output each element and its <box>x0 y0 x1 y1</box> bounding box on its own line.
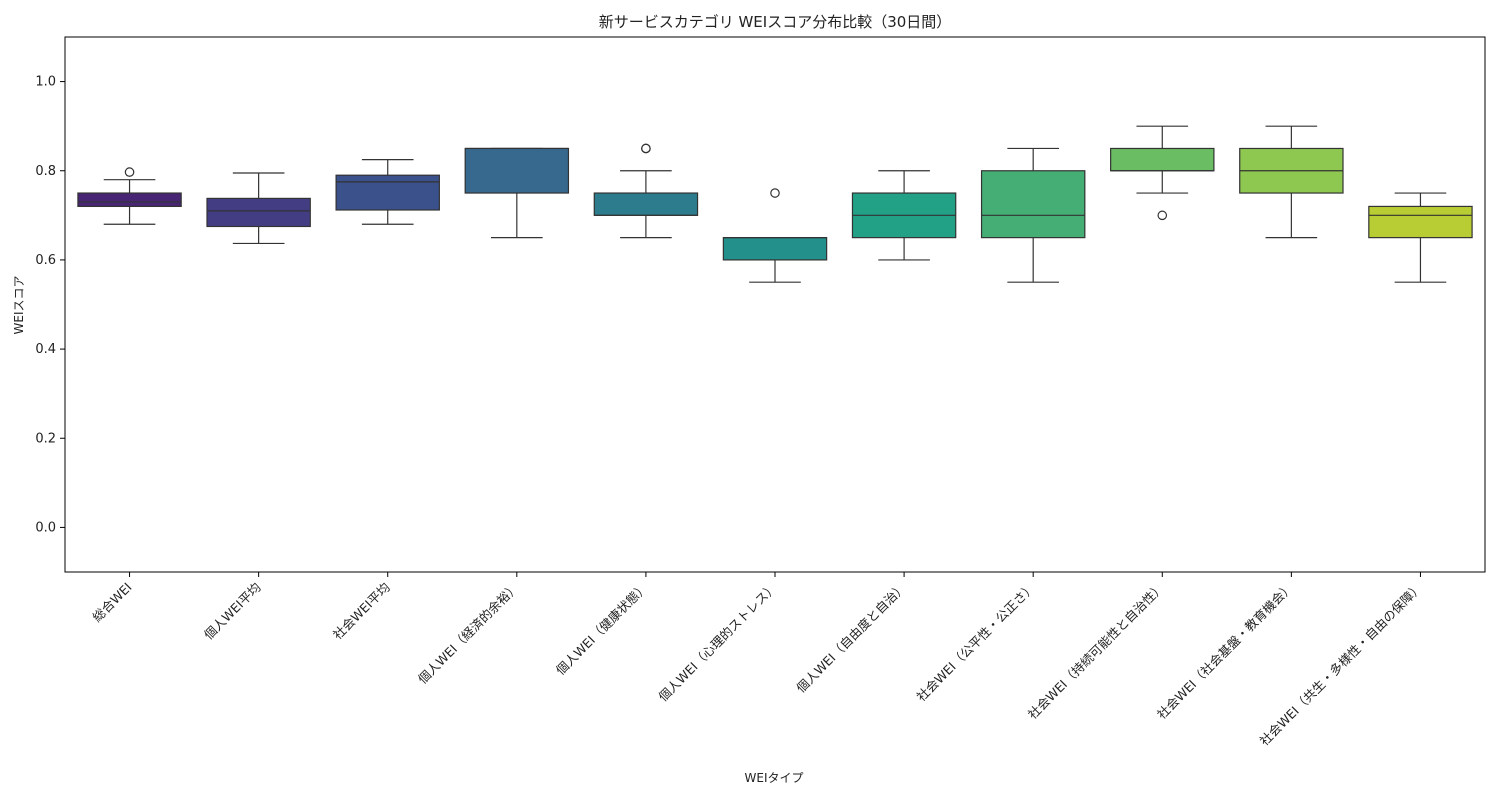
box-group-4 <box>593 143 699 239</box>
x-tick-label: 社会WEI平均 <box>330 580 393 643</box>
box-group-1 <box>206 172 311 245</box>
outlier-point <box>770 188 780 198</box>
x-tick-label: 社会WEI（公平性・公正さ） <box>914 580 1039 705</box>
box-group-3 <box>464 147 570 239</box>
box-group-7 <box>980 147 1086 283</box>
y-tick-label: 0.8 <box>35 164 56 179</box>
x-axis: 総合WEI 個人WEI平均 社会WEI平均 個人WEI（経済的余裕） 個人WEI（健康状… <box>89 572 1426 749</box>
box-iqr <box>77 192 182 208</box>
box-iqr <box>335 174 440 211</box>
x-tick-label: 総合WEI <box>89 580 134 625</box>
box-iqr <box>464 147 570 194</box>
x-tick-label: 社会WEI（共生・多様性・自由の保障） <box>1257 580 1426 749</box>
box-group-5 <box>722 188 828 283</box>
x-tick-label: 社会WEI（持続可能性と自治性） <box>1025 580 1167 722</box>
box-group-2 <box>335 159 440 225</box>
box-iqr <box>593 192 699 216</box>
y-axis: 0.0 0.2 0.4 0.6 0.8 1.0 <box>35 75 65 535</box>
chart-title: 新サービスカテゴリ WEIスコア分布比較（30日間） <box>599 13 952 31</box>
outlier-point <box>641 143 651 154</box>
y-tick-label: 0.6 <box>35 253 56 268</box>
box-iqr <box>1368 205 1473 239</box>
y-tick-label: 0.0 <box>35 520 56 535</box>
y-tick-label: 1.0 <box>35 75 56 90</box>
box-group-8 <box>1110 125 1215 221</box>
box-iqr <box>1110 147 1215 172</box>
box-group-10 <box>1368 192 1473 283</box>
x-tick-label: 個人WEI（健康状態） <box>553 580 651 678</box>
x-tick-label: 個人WEI（経済的余裕） <box>415 580 522 687</box>
y-axis-label: WEIスコア <box>12 276 26 335</box>
x-tick-label: 個人WEI（心理的ストレス） <box>655 580 780 705</box>
x-tick-label: 社会WEI（社会基盤・教育機会） <box>1154 580 1296 722</box>
box-group-9 <box>1239 125 1344 239</box>
y-tick-label: 0.2 <box>35 431 56 446</box>
y-tick-label: 0.4 <box>35 342 56 357</box>
x-tick-label: 個人WEI平均 <box>201 580 264 643</box>
x-axis-label: WEIタイプ <box>745 771 804 785</box>
plot-frame <box>64 36 1486 573</box>
outlier-point <box>124 167 135 177</box>
box-iqr <box>206 197 311 228</box>
plot-area <box>77 125 1473 283</box>
box-group-0 <box>77 167 182 225</box>
x-tick-label: 個人WEI（自由度と自治） <box>793 580 909 696</box>
outlier-point <box>1157 210 1168 221</box>
box-group-6 <box>851 170 957 261</box>
box-iqr <box>722 237 828 261</box>
box-iqr <box>980 170 1086 239</box>
